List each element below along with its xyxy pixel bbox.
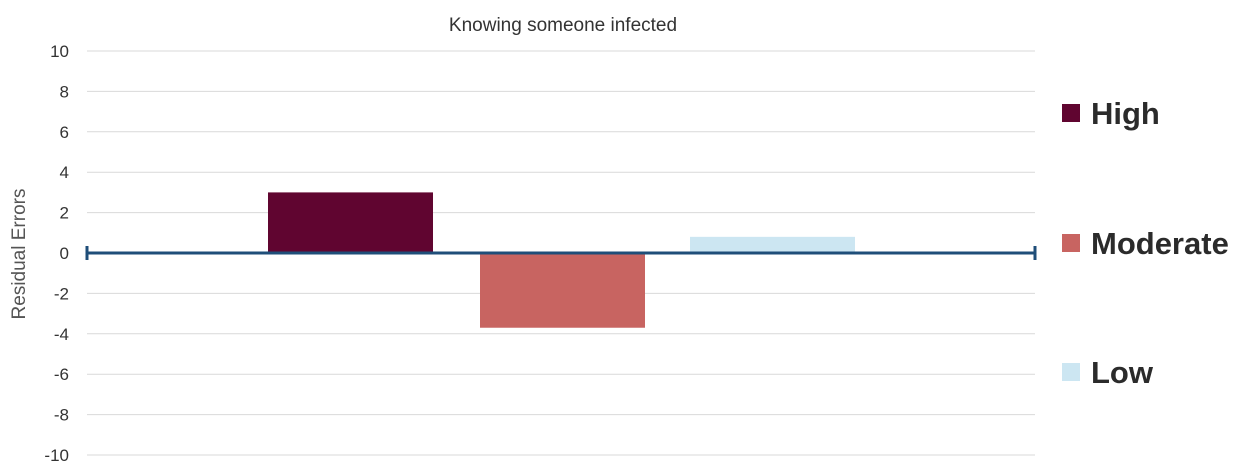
y-tick-label: 2 (60, 204, 69, 223)
zero-axis (85, 246, 1037, 260)
y-tick-label: 4 (60, 163, 69, 182)
y-tick-label: 6 (60, 123, 69, 142)
y-tick-label: -6 (54, 365, 69, 384)
bar-low (690, 236, 855, 253)
legend-swatch-moderate (1062, 234, 1080, 252)
y-tick-label: -10 (44, 446, 69, 464)
y-tick-label: 8 (60, 82, 69, 101)
legend-label-high: High (1091, 96, 1160, 131)
y-tick-label: -8 (54, 406, 69, 425)
y-tick-label: 0 (60, 244, 69, 263)
chart-title: Knowing someone infected (449, 15, 677, 36)
y-axis-title: Residual Errors (9, 189, 30, 320)
y-tick-label: -4 (54, 325, 69, 344)
y-axis-ticks: 10 8 6 4 2 0 -2 -4 -6 -8 -10 (44, 42, 69, 464)
y-tick-label: -2 (54, 284, 69, 303)
bars (268, 192, 855, 328)
legend-swatch-high (1062, 104, 1080, 122)
legend-swatch-low (1062, 363, 1080, 381)
legend-label-low: Low (1091, 355, 1154, 390)
legend-label-moderate: Moderate (1091, 226, 1229, 261)
y-tick-label: 10 (50, 42, 69, 61)
bar-moderate (480, 253, 645, 328)
bar-high (268, 192, 433, 253)
legend: High Moderate Low (1062, 96, 1229, 390)
